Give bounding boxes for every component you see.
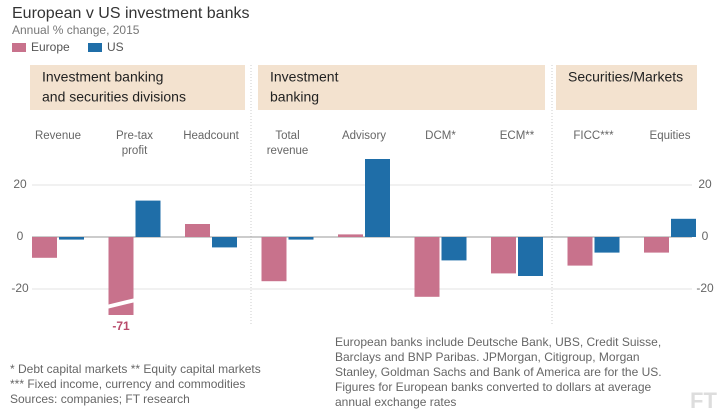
footnote: Sources: companies; FT research: [10, 392, 190, 406]
footnote: *** Fixed income, currency and commoditi…: [10, 377, 245, 391]
bar: [644, 237, 669, 253]
logo: FT: [690, 388, 717, 413]
x-tick-label: Equities: [650, 130, 691, 142]
x-tick-label: ECM**: [500, 130, 535, 142]
x-tick-label: Total revenue: [267, 130, 309, 157]
bar: [594, 237, 620, 253]
bar: [135, 200, 161, 237]
x-tick-label: Headcount: [183, 130, 239, 142]
x-tick-label: Pre-tax profit: [116, 130, 153, 157]
chart-subtitle: Annual % change, 2015: [12, 23, 140, 37]
section-title: banking: [270, 89, 319, 105]
y-tick-label-right: 20: [698, 177, 712, 191]
section-header: [30, 65, 245, 110]
bar: [212, 237, 237, 248]
bar: [671, 218, 696, 237]
y-tick-label: 20: [13, 177, 27, 191]
section-header: [556, 65, 697, 110]
section-title: Securities/Markets: [568, 69, 683, 85]
y-tick-label: 0: [17, 229, 24, 243]
x-tick-label: FICC***: [573, 130, 614, 142]
note: Barclays and BNP Paribas. JPMorgan, Citi…: [335, 350, 640, 364]
note: Figures for European banks converted to …: [335, 380, 652, 394]
x-tick-label: Advisory: [342, 130, 386, 142]
bar: [59, 237, 84, 240]
data-label: -71: [112, 319, 130, 333]
bar: [185, 224, 210, 237]
bar: [414, 237, 440, 297]
bar: [491, 237, 516, 274]
section-title: and securities divisions: [42, 89, 186, 105]
axis-break: [106, 298, 136, 309]
chart-title: European v US investment banks: [12, 5, 249, 22]
bars: [32, 159, 696, 315]
bar: [441, 237, 467, 261]
note: Stanley, Goldman Sachs and Bank of Ameri…: [335, 365, 662, 379]
legend-swatch: [88, 43, 102, 52]
bar: [567, 237, 593, 266]
section-header: [258, 65, 545, 110]
bar: [32, 237, 57, 258]
bar: [365, 159, 390, 237]
footnote: * Debt capital markets ** Equity capital…: [10, 362, 261, 376]
legend-label: US: [107, 40, 124, 54]
note: annual exchange rates: [335, 395, 456, 409]
x-tick-label: Revenue: [35, 130, 81, 142]
x-tick-label: DCM*: [425, 130, 456, 142]
bar: [288, 237, 314, 240]
legend-swatch: [12, 43, 26, 52]
legend-label: Europe: [31, 40, 70, 54]
section-title: Investment: [270, 69, 339, 85]
note: European banks include Deutsche Bank, UB…: [335, 335, 661, 349]
bar: [338, 234, 363, 237]
y-tick-label-right: -20: [696, 281, 714, 295]
y-tick-label: -20: [11, 281, 29, 295]
bar: [261, 237, 287, 282]
y-tick-label-right: 0: [702, 229, 709, 243]
bar: [518, 237, 543, 276]
section-title: Investment banking: [42, 69, 163, 85]
